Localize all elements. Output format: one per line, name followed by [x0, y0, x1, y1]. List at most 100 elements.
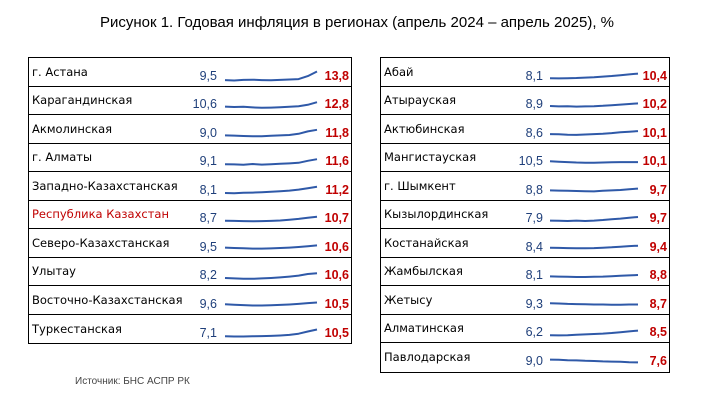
source-note: Источник: БНС АСПР РК [75, 376, 190, 387]
trend-sparkline [549, 329, 639, 336]
value-april-2025: 10,4 [642, 68, 667, 83]
value-april-2025: 10,6 [324, 239, 349, 254]
trend-line [224, 70, 318, 82]
trend-line [549, 244, 639, 250]
trend-line [549, 358, 639, 364]
trend-line [549, 215, 639, 222]
trend-line [549, 130, 639, 136]
trend-sparkline [224, 328, 318, 337]
value-april-2025: 9,7 [649, 182, 667, 197]
trend-line [549, 101, 639, 108]
region-name: г. Шымкент [384, 178, 456, 193]
value-april-2024: 8,6 [525, 125, 543, 140]
value-april-2025: 13,8 [324, 68, 349, 83]
trend-sparkline [549, 358, 639, 364]
region-row: Павлодарская 9,0 7,6 [381, 343, 669, 372]
trend-line [549, 159, 638, 164]
trend-line [549, 187, 639, 193]
region-row: Абай 8,1 10,4 [381, 58, 669, 87]
value-april-2024: 9,5 [199, 68, 217, 83]
inflation-table-right: Абай 8,1 10,4 Атырауская 8,9 10,2 Актюбинская 8… [380, 57, 670, 373]
region-name: Акмолинская [32, 121, 113, 136]
region-name: Мангистауская [384, 150, 477, 165]
trend-line [224, 100, 318, 109]
value-april-2025: 10,5 [324, 325, 349, 340]
region-row: Жетысу 9,3 8,7 [381, 286, 669, 315]
chart-title: Рисунок 1. Годовая инфляция в регионах (… [99, 14, 615, 31]
trend-line [224, 328, 318, 337]
trend-sparkline [549, 187, 639, 193]
trend-line [224, 185, 318, 195]
trend-sparkline [224, 70, 318, 82]
value-april-2024: 8,1 [525, 268, 543, 283]
region-name: Западно-Казахстанская [32, 178, 178, 193]
region-row: Северо-Казахстанская 9,5 10,6 [29, 229, 351, 258]
region-name: Жетысу [384, 292, 433, 307]
value-april-2024: 7,9 [525, 211, 543, 226]
trend-line [549, 302, 638, 306]
trend-sparkline [549, 302, 638, 306]
region-row: г. Шымкент 8,8 9,7 [381, 172, 669, 201]
value-april-2025: 8,5 [649, 325, 667, 340]
trend-sparkline [224, 215, 318, 222]
trend-line [549, 72, 639, 80]
region-name: Восточно-Казахстанская [32, 292, 183, 307]
value-april-2024: 10,6 [192, 97, 217, 112]
region-row: г. Астана 9,5 13,8 [29, 58, 351, 87]
trend-line [549, 273, 639, 278]
region-row: Карагандинская 10,6 12,8 [29, 87, 351, 115]
value-april-2024: 8,8 [525, 182, 543, 197]
region-name: Актюбинская [384, 121, 465, 136]
inflation-table-left: г. Астана 9,5 13,8 Карагандинская 10,6 12,8 Ак… [28, 57, 352, 344]
value-april-2025: 9,7 [649, 211, 667, 226]
value-april-2024: 9,1 [199, 154, 217, 169]
region-row: Алматинская 6,2 8,5 [381, 315, 669, 343]
value-april-2025: 8,8 [649, 268, 667, 283]
value-april-2025: 10,6 [324, 268, 349, 283]
value-april-2025: 10,1 [642, 154, 667, 169]
value-april-2024: 9,3 [525, 296, 543, 311]
value-april-2024: 9,6 [199, 296, 217, 311]
trend-line [224, 244, 318, 250]
value-april-2025: 11,6 [325, 154, 349, 169]
value-april-2024: 8,1 [525, 68, 543, 83]
region-name: Туркестанская [32, 321, 122, 336]
region-name: Алматинская [384, 321, 464, 336]
trend-sparkline [224, 185, 318, 195]
value-april-2024: 8,2 [199, 268, 217, 283]
region-row: Туркестанская 7,1 10,5 [29, 315, 351, 344]
region-name: Кызылординская [384, 207, 489, 222]
region-name: Жамбылская [384, 264, 463, 279]
value-april-2025: 10,7 [324, 211, 349, 226]
value-april-2025: 11,8 [325, 125, 349, 140]
value-april-2024: 10,5 [518, 154, 543, 169]
value-april-2025: 9,4 [649, 239, 667, 254]
trend-sparkline [549, 215, 639, 222]
trend-line [549, 329, 639, 336]
region-row: Акмолинская 9,0 11,8 [29, 115, 351, 144]
value-april-2024: 9,0 [525, 354, 543, 369]
value-april-2025: 11,2 [325, 182, 349, 197]
value-april-2024: 6,2 [525, 325, 543, 340]
value-april-2024: 8,7 [199, 211, 217, 226]
trend-sparkline [549, 72, 639, 80]
value-april-2025: 10,1 [642, 125, 667, 140]
region-row: Улытау 8,2 10,6 [29, 258, 351, 286]
region-row: Восточно-Казахстанская 9,6 10,5 [29, 286, 351, 315]
region-name: Северо-Казахстанская [32, 235, 170, 250]
region-name: Улытау [32, 264, 76, 279]
trend-line [224, 128, 318, 138]
trend-sparkline [549, 244, 639, 250]
region-name: г. Астана [32, 64, 88, 79]
region-row: Республика Казахстан 8,7 10,7 [29, 201, 351, 229]
region-row: Актюбинская 8,6 10,1 [381, 115, 669, 144]
trend-sparkline [224, 271, 318, 280]
region-name: Республика Казахстан [32, 207, 169, 222]
trend-sparkline [224, 128, 318, 138]
value-april-2024: 7,1 [199, 325, 217, 340]
value-april-2024: 8,9 [525, 97, 543, 112]
value-april-2025: 8,7 [649, 296, 667, 311]
trend-line [224, 157, 318, 166]
value-april-2025: 10,5 [324, 296, 349, 311]
region-row: Костанайская 8,4 9,4 [381, 229, 669, 258]
